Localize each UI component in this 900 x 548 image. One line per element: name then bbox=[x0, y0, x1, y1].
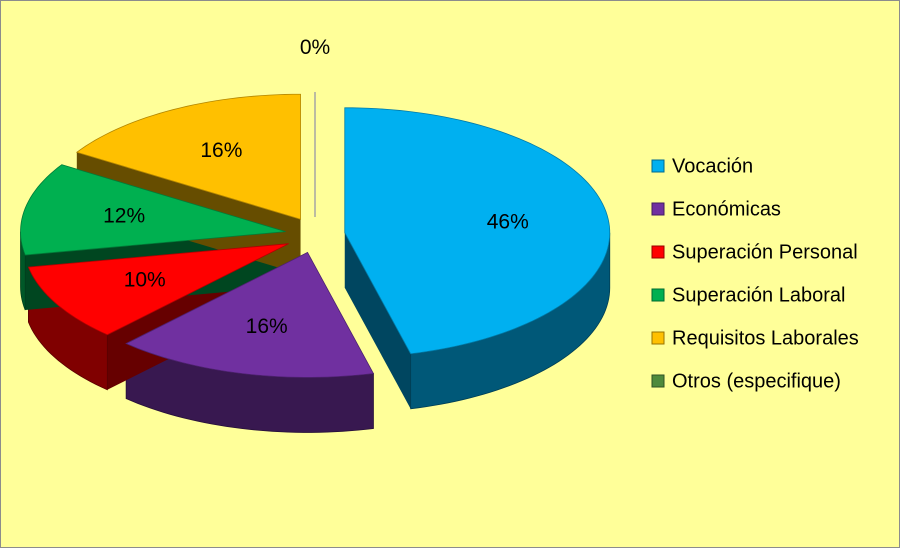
data-label: 16% bbox=[246, 315, 288, 338]
legend-label: Superación Personal bbox=[672, 241, 858, 263]
data-label: 10% bbox=[124, 269, 166, 292]
slice-wall bbox=[344, 232, 411, 409]
legend-label: Vocación bbox=[672, 155, 753, 177]
legend-swatch bbox=[651, 245, 665, 259]
legend-label: Otros (especifique) bbox=[672, 370, 841, 392]
legend-swatch bbox=[651, 159, 665, 173]
legend-swatch bbox=[651, 202, 665, 216]
legend-swatch bbox=[651, 331, 665, 345]
slice bbox=[27, 243, 289, 336]
data-label: 46% bbox=[487, 211, 529, 234]
legend-swatch bbox=[651, 374, 665, 388]
legend-label: Económicas bbox=[672, 198, 781, 220]
slice bbox=[20, 164, 286, 256]
legend-label: Requisitos Laborales bbox=[672, 327, 859, 349]
data-label: 0% bbox=[300, 36, 330, 59]
slice bbox=[125, 251, 375, 378]
slice bbox=[75, 93, 301, 220]
data-label: 12% bbox=[103, 205, 145, 228]
data-label: 16% bbox=[200, 139, 242, 162]
slice bbox=[344, 107, 611, 355]
legend-label: Superación Laboral bbox=[672, 284, 845, 306]
legend-swatch bbox=[651, 288, 665, 302]
